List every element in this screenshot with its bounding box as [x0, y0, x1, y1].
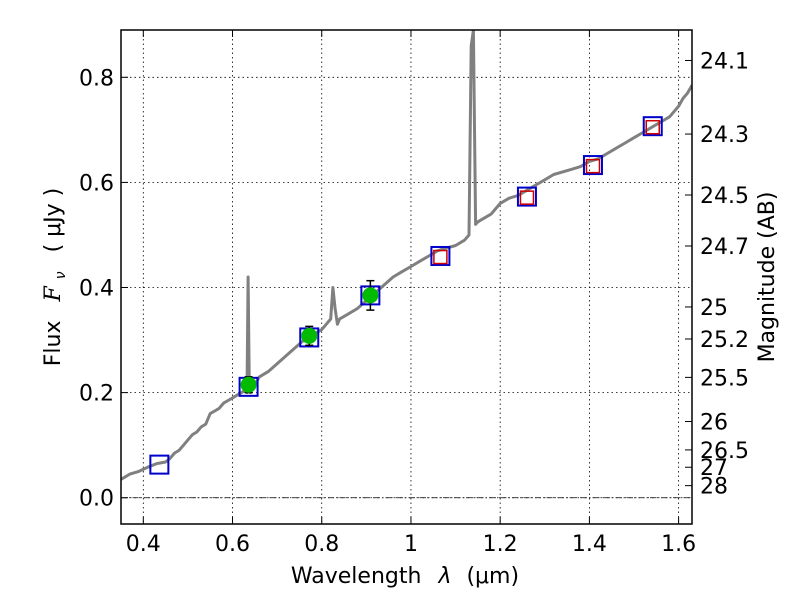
red-square-marker: [519, 190, 535, 205]
x-tick-label: 0.6: [215, 532, 250, 557]
x-tick-label: 1: [404, 532, 418, 557]
blue-square-marker: [582, 155, 603, 176]
y-axis-label-subscript: ν: [53, 271, 69, 279]
y2-tick-label: 26: [700, 411, 728, 436]
y2-axis-label: Magnitude (AB): [755, 192, 780, 363]
x-axis-label-prefix: Wavelength: [291, 564, 422, 589]
y2-tick-label: 25: [700, 296, 728, 321]
blue-square-marker: [149, 454, 170, 475]
red-square-marker: [585, 158, 601, 174]
y2-tick-label: 26.5: [700, 439, 749, 464]
y2-tick-label: 24.3: [700, 123, 749, 148]
red-square-marker: [645, 119, 660, 135]
y2-tick-label: 25.5: [700, 366, 749, 391]
x-axis-label-symbol: λ: [437, 564, 451, 589]
spectrum-line: [121, 30, 692, 481]
y2-tick-label: 28: [700, 475, 728, 500]
x-tick-label: 1.6: [661, 532, 696, 557]
green-data-point: [362, 287, 379, 304]
y-tick-label: 0.0: [79, 487, 114, 512]
red-square-marker: [433, 249, 448, 265]
blue-square-marker: [642, 116, 663, 137]
series-layer: [121, 30, 692, 481]
y-tick-label: 0.4: [79, 277, 114, 302]
y-axis-label-prefix: Flux: [41, 321, 66, 367]
x-axis-ticks: 0.4 0.6 0.8 1 1.2 1.4 1.6: [126, 30, 696, 557]
y2-tick-label: 25.2: [700, 328, 749, 353]
y2-tick-label: 24.7: [700, 235, 749, 260]
y2-tick-label: 24.1: [700, 49, 749, 74]
y-axis-ticks: 0.0 0.2 0.4 0.6 0.8: [79, 66, 128, 512]
y-tick-label: 0.2: [79, 382, 114, 407]
green-data-point: [240, 376, 257, 393]
x-tick-label: 0.8: [304, 532, 339, 557]
blue-square-marker: [430, 245, 451, 266]
y-axis-label-unit: ( μJy ): [41, 188, 66, 253]
x-axis-label-unit: (μm): [466, 564, 519, 589]
plot-frame: [120, 29, 693, 525]
y-tick-label: 0.6: [79, 171, 114, 196]
y-axis-label: Flux F ν ( μJy ): [41, 188, 71, 367]
y2-tick-label: 27: [700, 456, 728, 481]
blue-square-marker: [516, 186, 537, 207]
x-axis-label: Wavelength λ (μm): [291, 564, 519, 589]
y2-tick-label: 24.5: [700, 184, 749, 209]
x-tick-label: 1.2: [483, 532, 518, 557]
green-data-point: [301, 327, 318, 344]
x-tick-label: 1.4: [572, 532, 607, 557]
x-tick-label: 0.4: [126, 532, 161, 557]
y-tick-label: 0.8: [79, 66, 114, 91]
y-axis-label-symbol: F: [41, 286, 66, 303]
